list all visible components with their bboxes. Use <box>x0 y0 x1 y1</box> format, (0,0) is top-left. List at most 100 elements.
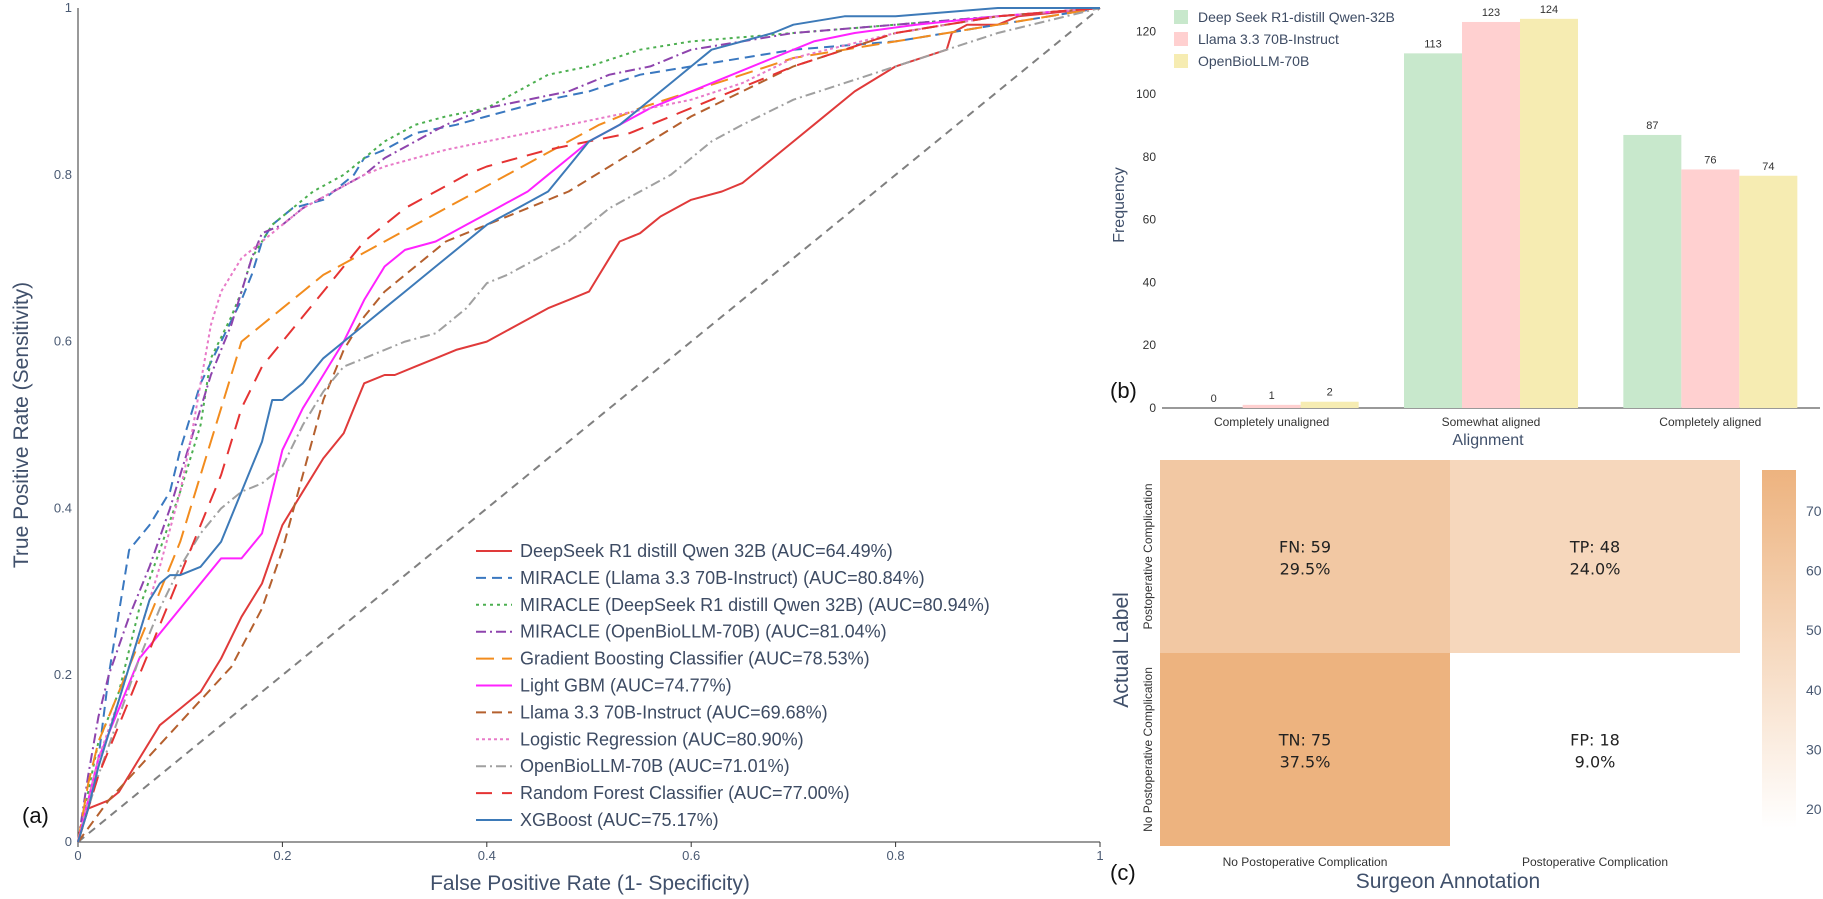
roc-series-line <box>77 7 1101 843</box>
colorbar <box>1762 470 1796 828</box>
bar-chart: 0 20 40 60 80 100 120 0 1 2 113 123 124 87 76 74 Compl… <box>1110 4 1820 449</box>
cm-y-category-label: Postoperative Complication <box>1141 483 1155 629</box>
bar <box>1300 401 1359 408</box>
roc-series-line <box>77 7 1101 843</box>
bar-x-tick-label: Somewhat aligned <box>1442 415 1541 429</box>
cm-cell-percent: 37.5% <box>1280 753 1331 772</box>
colorbar-tick-label: 20 <box>1806 801 1822 817</box>
bar-value-label: 2 <box>1327 387 1333 399</box>
roc-y-tick-label: 1 <box>65 0 72 15</box>
roc-x-tick-label: 0 <box>74 848 81 863</box>
bar-x-axis-title: Alignment <box>1452 432 1524 449</box>
roc-legend: DeepSeek R1 distill Qwen 32B (AUC=64.49%… <box>476 541 990 830</box>
roc-series-line <box>77 7 1101 843</box>
roc-series-line <box>77 7 1100 843</box>
bar-y-axis-title: Frequency <box>1111 167 1128 243</box>
cm-cell-label: FN: 59 <box>1279 538 1331 557</box>
bar-y-tick-label: 120 <box>1136 24 1156 38</box>
panel-label-a: (a) <box>22 803 49 828</box>
roc-legend-label: MIRACLE (Llama 3.3 70B-Instruct) (AUC=80… <box>520 568 925 588</box>
roc-series-line <box>77 7 1101 843</box>
roc-y-tick-label: 0.4 <box>54 500 72 515</box>
roc-legend-label: XGBoost (AUC=75.17%) <box>520 810 719 830</box>
panel-label-b: (b) <box>1110 378 1137 403</box>
roc-legend-label: Gradient Boosting Classifier (AUC=78.53%… <box>520 649 870 669</box>
cm-cell-label: TN: 75 <box>1278 731 1332 750</box>
cm-y-category-label: No Postoperative Complication <box>1141 667 1155 832</box>
cm-cell-percent: 29.5% <box>1280 560 1331 579</box>
bar-legend-label: Deep Seek R1-distill Qwen-32B <box>1198 9 1395 25</box>
bar-value-label: 124 <box>1540 4 1558 16</box>
bar-legend-label: OpenBioLLM-70B <box>1198 53 1309 69</box>
roc-x-tick-label: 0.8 <box>887 848 905 863</box>
roc-legend-label: Llama 3.3 70B-Instruct (AUC=69.68%) <box>520 702 828 722</box>
roc-x-tick-label: 0.4 <box>478 848 496 863</box>
roc-y-tick-label: 0.8 <box>54 167 72 182</box>
bar <box>1520 18 1578 408</box>
colorbar-tick-label: 60 <box>1806 563 1822 579</box>
roc-chart: 0 0.2 0.4 0.6 0.8 1 0 0.2 0.4 0.6 0.8 1 False Posi… <box>10 0 1104 895</box>
cm-y-axis-title: Actual Label <box>1110 592 1133 708</box>
bar-value-label: 123 <box>1482 7 1500 19</box>
roc-y-axis-title: True Positive Rate (Sensitivity) <box>10 282 33 568</box>
colorbar-tick-label: 50 <box>1806 622 1822 638</box>
bar <box>1681 169 1740 408</box>
roc-legend-label: DeepSeek R1 distill Qwen 32B (AUC=64.49%… <box>520 541 893 561</box>
roc-series-line <box>77 7 1101 843</box>
roc-x-tick-label: 1 <box>1096 848 1103 863</box>
bar <box>1739 175 1798 408</box>
bar-legend-swatch <box>1174 10 1188 24</box>
bar-y-tick-label: 80 <box>1143 150 1157 164</box>
cm-cell <box>1450 653 1740 846</box>
bar <box>1404 53 1462 408</box>
bar <box>1242 404 1301 408</box>
bar-legend-swatch <box>1174 54 1188 68</box>
cm-cell <box>1450 460 1740 653</box>
cm-x-category-label: Postoperative Complication <box>1522 855 1668 869</box>
bar-value-label: 0 <box>1211 393 1217 405</box>
roc-legend-label: Light GBM (AUC=74.77%) <box>520 676 732 696</box>
colorbar-tick-label: 70 <box>1806 503 1822 519</box>
roc-legend-label: Logistic Regression (AUC=80.90%) <box>520 729 804 749</box>
cm-x-axis-title: Surgeon Annotation <box>1356 870 1541 893</box>
cm-cell <box>1160 460 1450 653</box>
roc-legend-label: MIRACLE (DeepSeek R1 distill Qwen 32B) (… <box>520 595 990 615</box>
panel-label-c: (c) <box>1110 860 1136 885</box>
confusion-matrix: FN: 59 29.5% TP: 48 24.0% TN: 75 37.5% FP: 18 9… <box>1110 460 1822 893</box>
roc-x-tick-label: 0.2 <box>273 848 291 863</box>
roc-diagonal-reference <box>77 7 1101 843</box>
roc-y-tick-label: 0.6 <box>54 334 72 349</box>
bar-value-label: 1 <box>1269 390 1275 402</box>
roc-legend-label: MIRACLE (OpenBioLLM-70B) (AUC=81.04%) <box>520 622 887 642</box>
colorbar-tick-label: 40 <box>1806 682 1822 698</box>
bar-y-tick-label: 0 <box>1149 401 1156 415</box>
bar <box>1462 21 1520 408</box>
roc-y-tick-label: 0.2 <box>54 667 72 682</box>
cm-cell <box>1160 653 1450 846</box>
roc-y-tick-label: 0 <box>65 834 72 849</box>
bar-y-tick-label: 60 <box>1143 213 1157 227</box>
bar-x-tick-label: Completely unaligned <box>1214 415 1329 429</box>
roc-x-axis-title: False Positive Rate (1- Specificity) <box>430 872 750 895</box>
roc-x-tick-label: 0.6 <box>682 848 700 863</box>
roc-series-line <box>77 7 1101 843</box>
bar-legend: Deep Seek R1-distill Qwen-32B Llama 3.3 7… <box>1174 9 1395 69</box>
cm-x-category-label: No Postoperative Complication <box>1223 855 1388 869</box>
bar-x-tick-label: Completely aligned <box>1659 415 1761 429</box>
bar-y-tick-label: 40 <box>1143 275 1157 289</box>
bar-legend-label: Llama 3.3 70B-Instruct <box>1198 31 1339 47</box>
cm-cell-percent: 9.0% <box>1575 753 1616 772</box>
cm-cell-label: TP: 48 <box>1569 538 1620 557</box>
colorbar-tick-label: 30 <box>1806 742 1822 758</box>
roc-legend-label: Random Forest Classifier (AUC=77.00%) <box>520 783 850 803</box>
bar-y-tick-label: 20 <box>1143 338 1157 352</box>
bar <box>1623 134 1682 408</box>
cm-cell-label: FP: 18 <box>1570 731 1620 750</box>
bar-value-label: 74 <box>1762 161 1774 173</box>
bar-value-label: 113 <box>1424 38 1442 50</box>
roc-series-line <box>77 7 1101 843</box>
roc-legend-label: OpenBioLLM-70B (AUC=71.01%) <box>520 756 790 776</box>
bar-value-label: 87 <box>1646 120 1658 132</box>
bar-legend-swatch <box>1174 32 1188 46</box>
